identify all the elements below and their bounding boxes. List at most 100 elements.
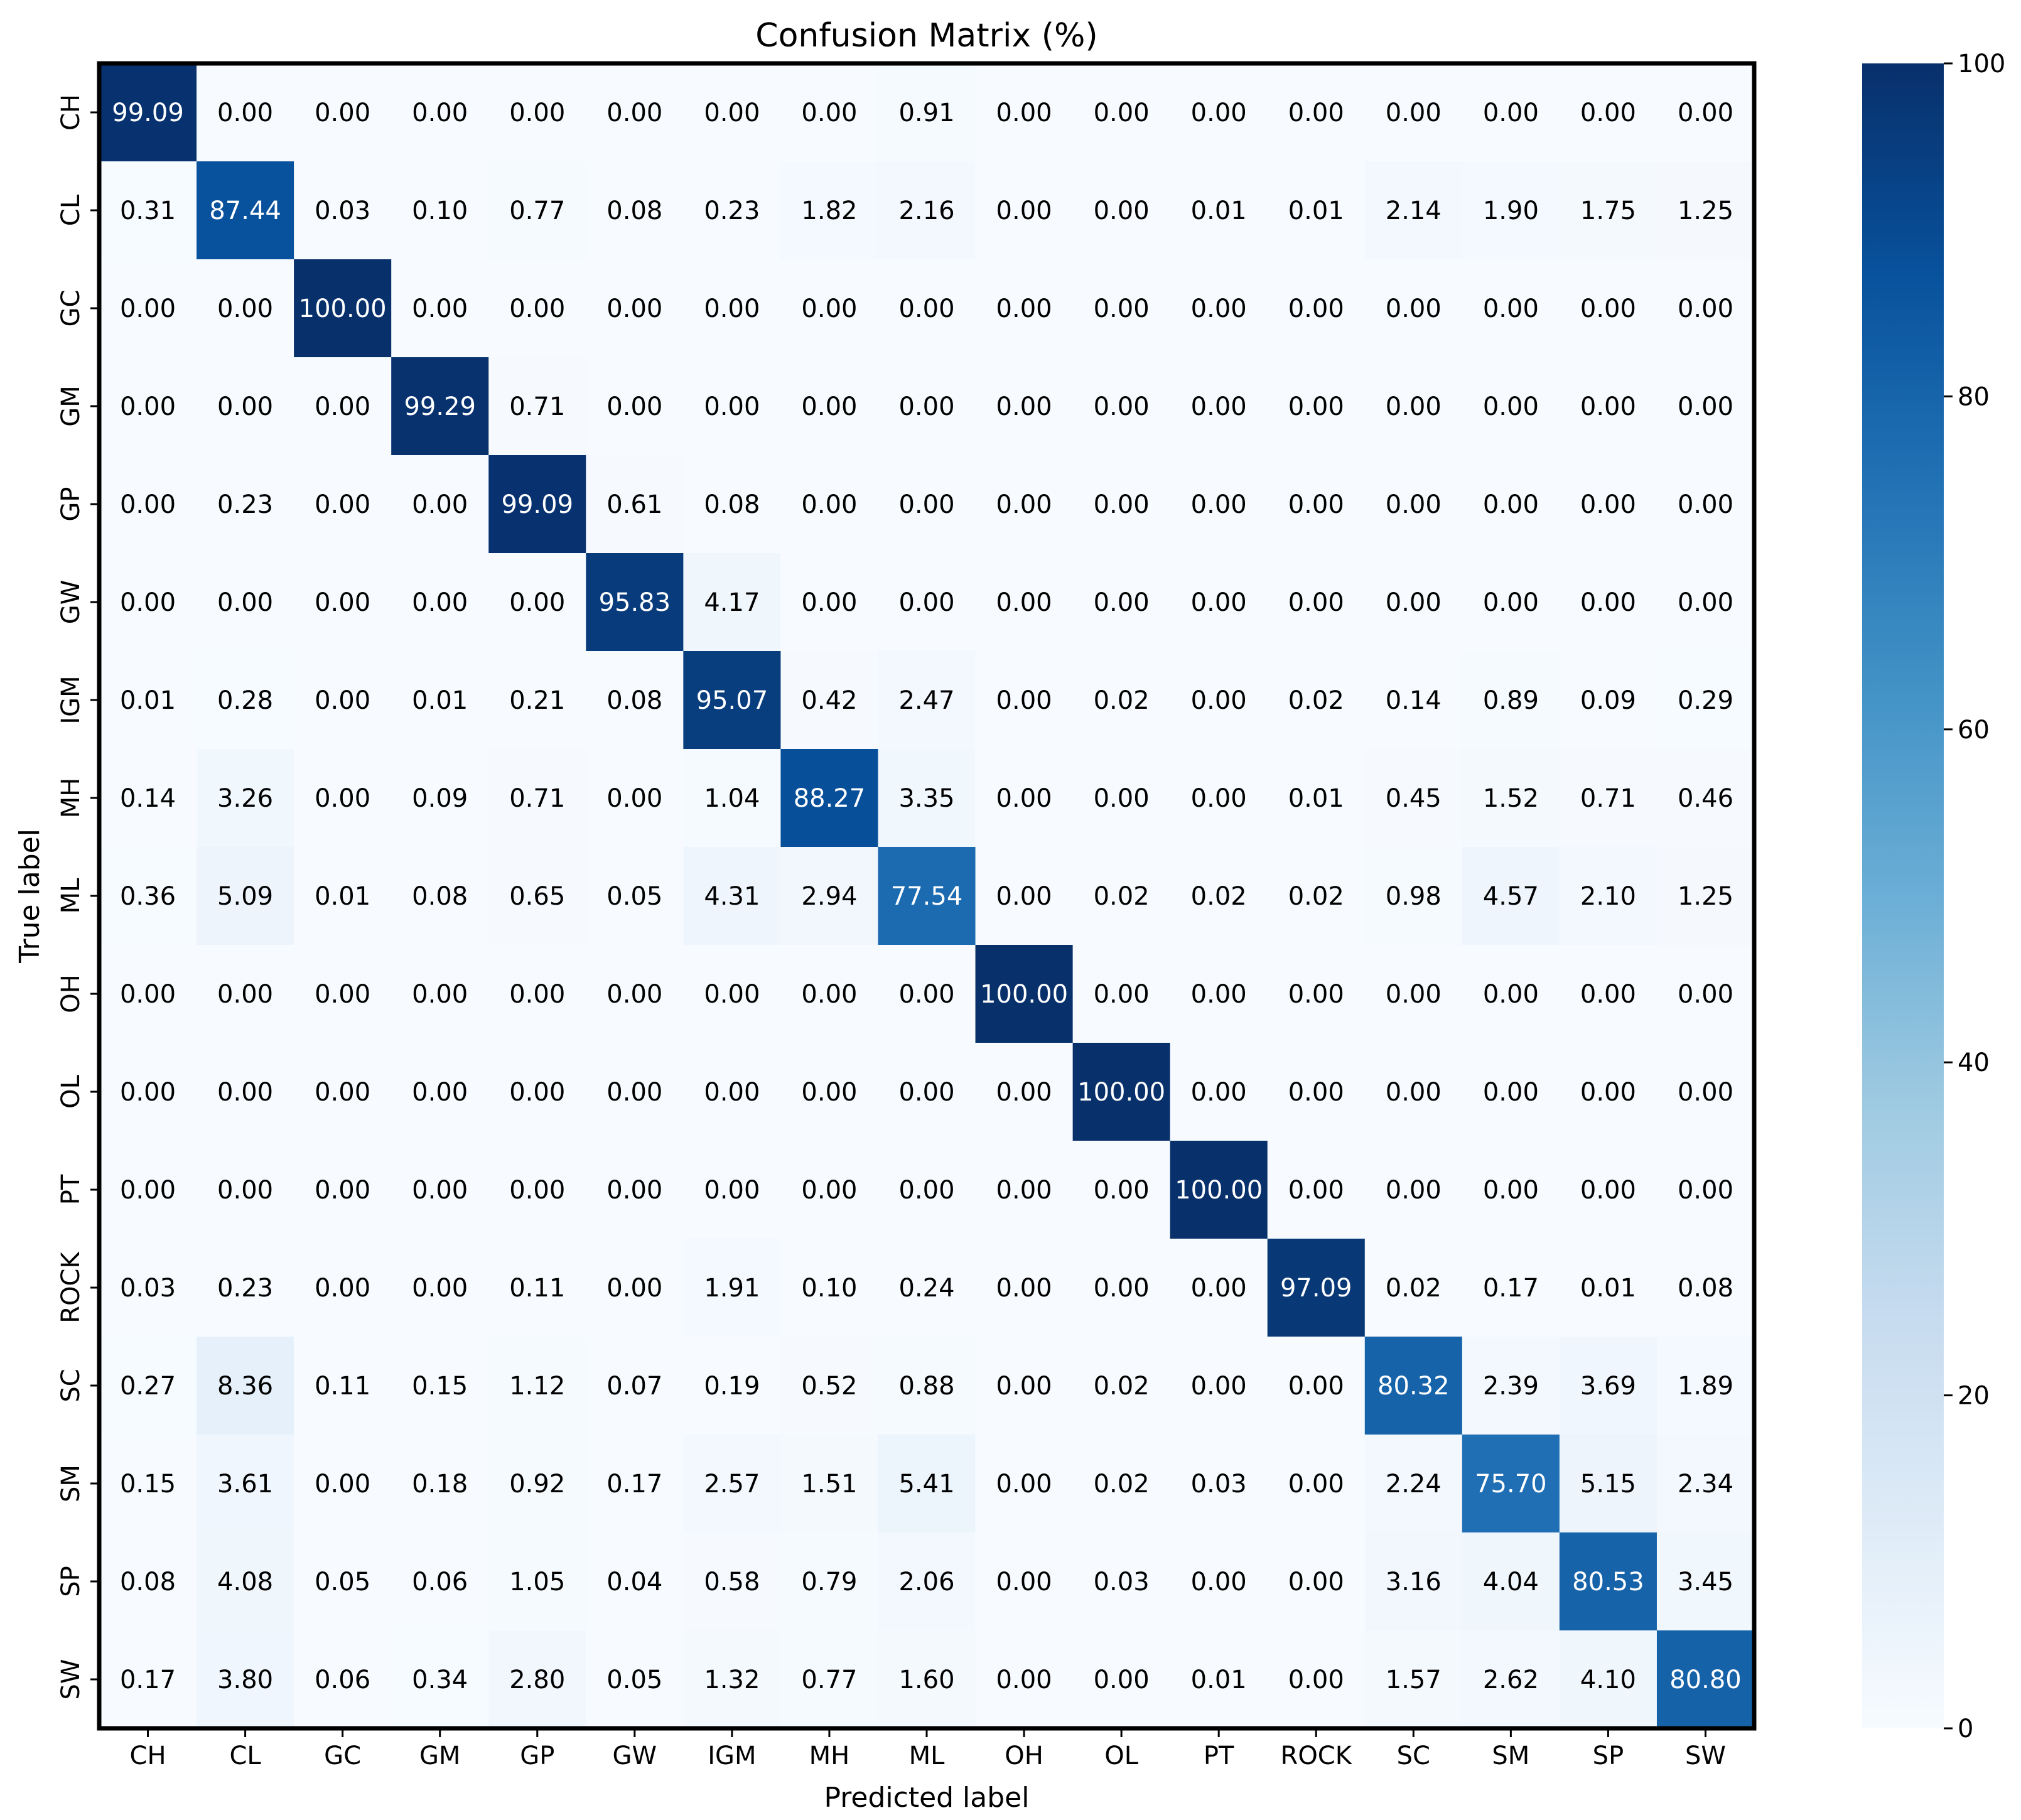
cell-value-label: 2.94 <box>801 882 857 911</box>
heatmap-cell <box>197 259 294 358</box>
cell-value-label: 0.00 <box>412 980 468 1009</box>
cell-value-label: 0.00 <box>1094 1176 1150 1205</box>
cell-value-label: 0.00 <box>996 1274 1052 1303</box>
heatmap-cell <box>99 1043 197 1141</box>
heatmap-cell <box>99 63 197 162</box>
cell-value-label: 0.00 <box>1678 99 1733 127</box>
heatmap-cell <box>99 1141 197 1239</box>
cell-value-label: 0.00 <box>704 294 760 323</box>
heatmap-cell <box>1364 1141 1463 1239</box>
cell-value-label: 0.02 <box>1288 882 1344 911</box>
heatmap-cell <box>488 1435 586 1533</box>
y-tick-label: ROCK <box>57 1251 85 1323</box>
x-tick-label: SP <box>1593 1742 1624 1770</box>
heatmap-cell <box>197 847 294 945</box>
x-tick-label: SW <box>1685 1742 1726 1770</box>
cell-value-label: 0.00 <box>1483 588 1539 617</box>
heatmap-cell <box>975 847 1074 945</box>
heatmap-cell <box>197 553 294 652</box>
heatmap-cell <box>780 1435 879 1533</box>
heatmap-cell <box>780 1141 879 1239</box>
heatmap-cell <box>1462 1532 1560 1631</box>
heatmap-cell <box>99 1239 197 1337</box>
heatmap-cell <box>99 847 197 945</box>
y-tick-label: PT <box>57 1174 85 1205</box>
heatmap-cell <box>683 1532 782 1631</box>
heatmap-cell <box>780 161 879 260</box>
x-tick-label: SC <box>1397 1742 1430 1770</box>
heatmap-cell <box>1462 847 1560 945</box>
cell-value-label: 97.09 <box>1280 1274 1352 1303</box>
cell-value-label: 0.00 <box>1288 294 1344 323</box>
cell-value-label: 0.00 <box>606 1078 662 1107</box>
heatmap-cell <box>586 161 684 260</box>
heatmap-cell <box>294 1435 392 1533</box>
cell-value-label: 0.00 <box>1483 392 1539 421</box>
cell-value-label: 0.71 <box>509 392 565 421</box>
colorbar <box>1862 63 1944 1728</box>
heatmap-cell <box>1267 1141 1366 1239</box>
heatmap-cell <box>1170 1141 1268 1239</box>
cell-value-label: 0.02 <box>1191 882 1247 911</box>
heatmap-cell <box>1462 161 1560 260</box>
cell-value-label: 3.61 <box>217 1470 273 1499</box>
cell-value-label: 0.00 <box>1678 490 1733 519</box>
heatmap-cell <box>878 1630 976 1729</box>
y-tick-label: IGM <box>57 676 85 724</box>
y-axis-ticks: CH CL GC GM GP GW IGM MH ML OH OL PT ROCK SC SM SP SW <box>57 94 99 1699</box>
heatmap-cell <box>294 1532 392 1631</box>
heatmap-cell <box>780 357 879 456</box>
cell-value-label: 0.00 <box>1678 588 1733 617</box>
heatmap-cell <box>488 455 586 554</box>
heatmap-cell <box>586 63 684 162</box>
x-tick-label: CH <box>130 1742 166 1770</box>
heatmap-cell <box>1072 63 1171 162</box>
heatmap-cell <box>1267 1532 1366 1631</box>
cell-value-label: 0.02 <box>1094 882 1150 911</box>
cell-value-label: 0.00 <box>315 686 370 715</box>
heatmap-cell <box>391 357 489 456</box>
cell-value-label: 0.00 <box>217 1078 273 1107</box>
cell-value-label: 0.00 <box>315 99 370 127</box>
heatmap-cell <box>878 1435 976 1533</box>
y-tick-label: OH <box>57 974 85 1013</box>
cell-value-label: 2.14 <box>1386 197 1442 225</box>
heatmap-cell <box>1170 357 1268 456</box>
cell-value-label: 4.08 <box>217 1568 273 1597</box>
cell-value-label: 0.00 <box>1580 588 1636 617</box>
cell-value-label: 0.00 <box>1678 1176 1733 1205</box>
cell-value-label: 0.00 <box>1288 1666 1344 1694</box>
heatmap-cell <box>878 259 976 358</box>
x-tick-label: MH <box>809 1742 850 1770</box>
cell-value-label: 2.16 <box>898 197 954 225</box>
heatmap-cell <box>1462 259 1560 358</box>
cell-value-label: 0.00 <box>1580 99 1636 127</box>
heatmap-cell <box>586 1043 684 1141</box>
cell-value-label: 2.62 <box>1483 1666 1539 1694</box>
cell-value-label: 0.00 <box>1678 392 1733 421</box>
cell-value-label: 0.00 <box>801 1176 857 1205</box>
cell-value-label: 0.00 <box>606 1274 662 1303</box>
cell-value-label: 80.32 <box>1377 1372 1450 1401</box>
heatmap-cell <box>391 161 489 260</box>
cell-value-label: 0.00 <box>1580 294 1636 323</box>
heatmap-cell <box>1364 749 1463 848</box>
cell-value-label: 1.51 <box>801 1470 857 1499</box>
heatmap-cell <box>294 651 392 750</box>
heatmap-cell <box>683 1239 782 1337</box>
heatmap-cell <box>1462 1141 1560 1239</box>
cell-value-label: 2.10 <box>1580 882 1636 911</box>
heatmap-cell <box>197 1141 294 1239</box>
heatmap-cell <box>1656 1532 1755 1631</box>
cell-value-label: 0.00 <box>1191 1372 1247 1401</box>
cell-value-label: 4.17 <box>704 588 760 617</box>
heatmap-cell <box>488 553 586 652</box>
heatmap-cell <box>197 651 294 750</box>
heatmap-cell <box>975 259 1074 358</box>
cell-value-label: 0.00 <box>996 99 1052 127</box>
y-tick-label: CL <box>57 194 85 226</box>
heatmap-cell <box>1364 945 1463 1043</box>
cell-value-label: 1.82 <box>801 197 857 225</box>
cell-value-label: 1.90 <box>1483 197 1539 225</box>
cell-value-label: 0.08 <box>412 882 468 911</box>
